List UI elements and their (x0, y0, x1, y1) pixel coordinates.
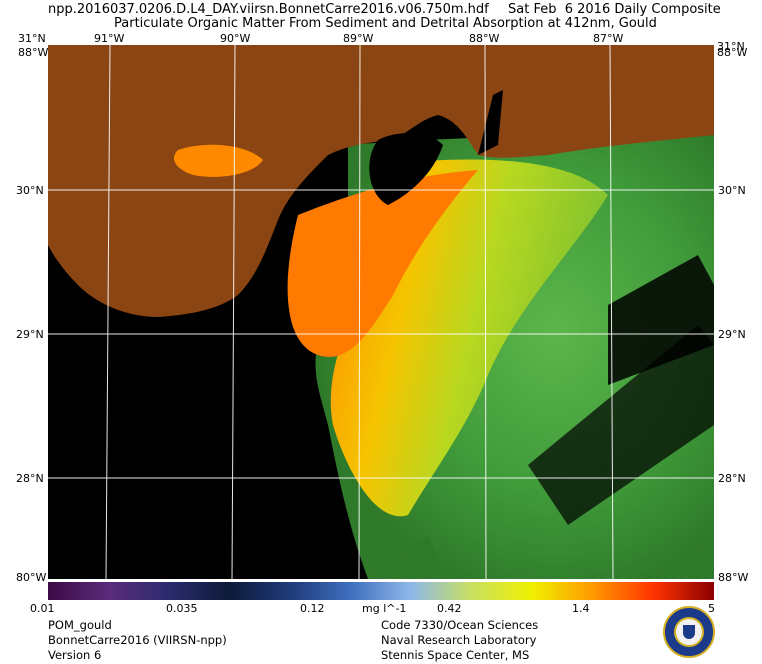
lat-label-30n-left: 30°N (16, 184, 44, 197)
nodata-swath-south (528, 325, 714, 525)
lake-borgne-nodata (369, 133, 443, 205)
lon-label-89w: 89°W (343, 32, 374, 45)
colorbar-tick-5: 5 (708, 602, 715, 615)
footer-org-location: Stennis Space Center, MS (381, 648, 530, 662)
colorbar-tick-2: 0.12 (300, 602, 325, 615)
lon-label-90w: 90°W (220, 32, 251, 45)
land-mass (48, 45, 714, 317)
lat-label-28n-left: 28°N (16, 472, 44, 485)
colorbar-tick-0: 0.01 (30, 602, 55, 615)
lake-pontchartrain-orange (173, 144, 263, 177)
corner-label-bottom-right: 88°W (718, 571, 749, 584)
corner-label-top-left: 31°N (18, 32, 46, 45)
nrl-seal-icon (663, 606, 715, 658)
lat-label-29n-right: 29°N (718, 328, 746, 341)
footer-product-name: POM_gould (48, 618, 112, 632)
lat-label-28n-right: 28°N (718, 472, 746, 485)
coastal-plume-orange (287, 170, 478, 357)
corner-label-top-right: 31°N (717, 40, 745, 53)
corner-lon-top-right: 88°W (717, 46, 748, 59)
lat-label-29n-left: 29°N (16, 328, 44, 341)
corner-label-bottom-left: 80°W (16, 571, 47, 584)
footer-dataset: BonnetCarre2016 (VIIRSN-npp) (48, 633, 227, 647)
satellite-map (48, 45, 714, 579)
footer-org-name: Naval Research Laboratory (381, 633, 537, 647)
ocean-data-south (368, 535, 448, 579)
lon-label-91w: 91°W (94, 32, 125, 45)
lon-label-88w: 88°W (469, 32, 500, 45)
colorbar-tick-1: 0.035 (166, 602, 198, 615)
graticule (48, 45, 714, 579)
filename-title: npp.2016037.0206.D.L4_DAY.viirsn.BonnetC… (48, 2, 489, 17)
mobile-bay-nodata (478, 90, 503, 155)
product-title: Particulate Organic Matter From Sediment… (114, 16, 657, 31)
footer-org-code: Code 7330/Ocean Sciences (381, 618, 539, 632)
corner-lon-top-left: 88°W (18, 46, 49, 59)
lat-label-30n-right: 30°N (718, 184, 746, 197)
colorbar-unit: mg l^-1 (362, 602, 407, 615)
colorbar-tick-4: 1.4 (572, 602, 590, 615)
footer-version: Version 6 (48, 648, 102, 662)
colorbar (48, 582, 714, 600)
colorbar-tick-3: 0.42 (437, 602, 462, 615)
date-title: Sat Feb 6 2016 Daily Composite (508, 2, 721, 17)
lon-label-87w: 87°W (593, 32, 624, 45)
